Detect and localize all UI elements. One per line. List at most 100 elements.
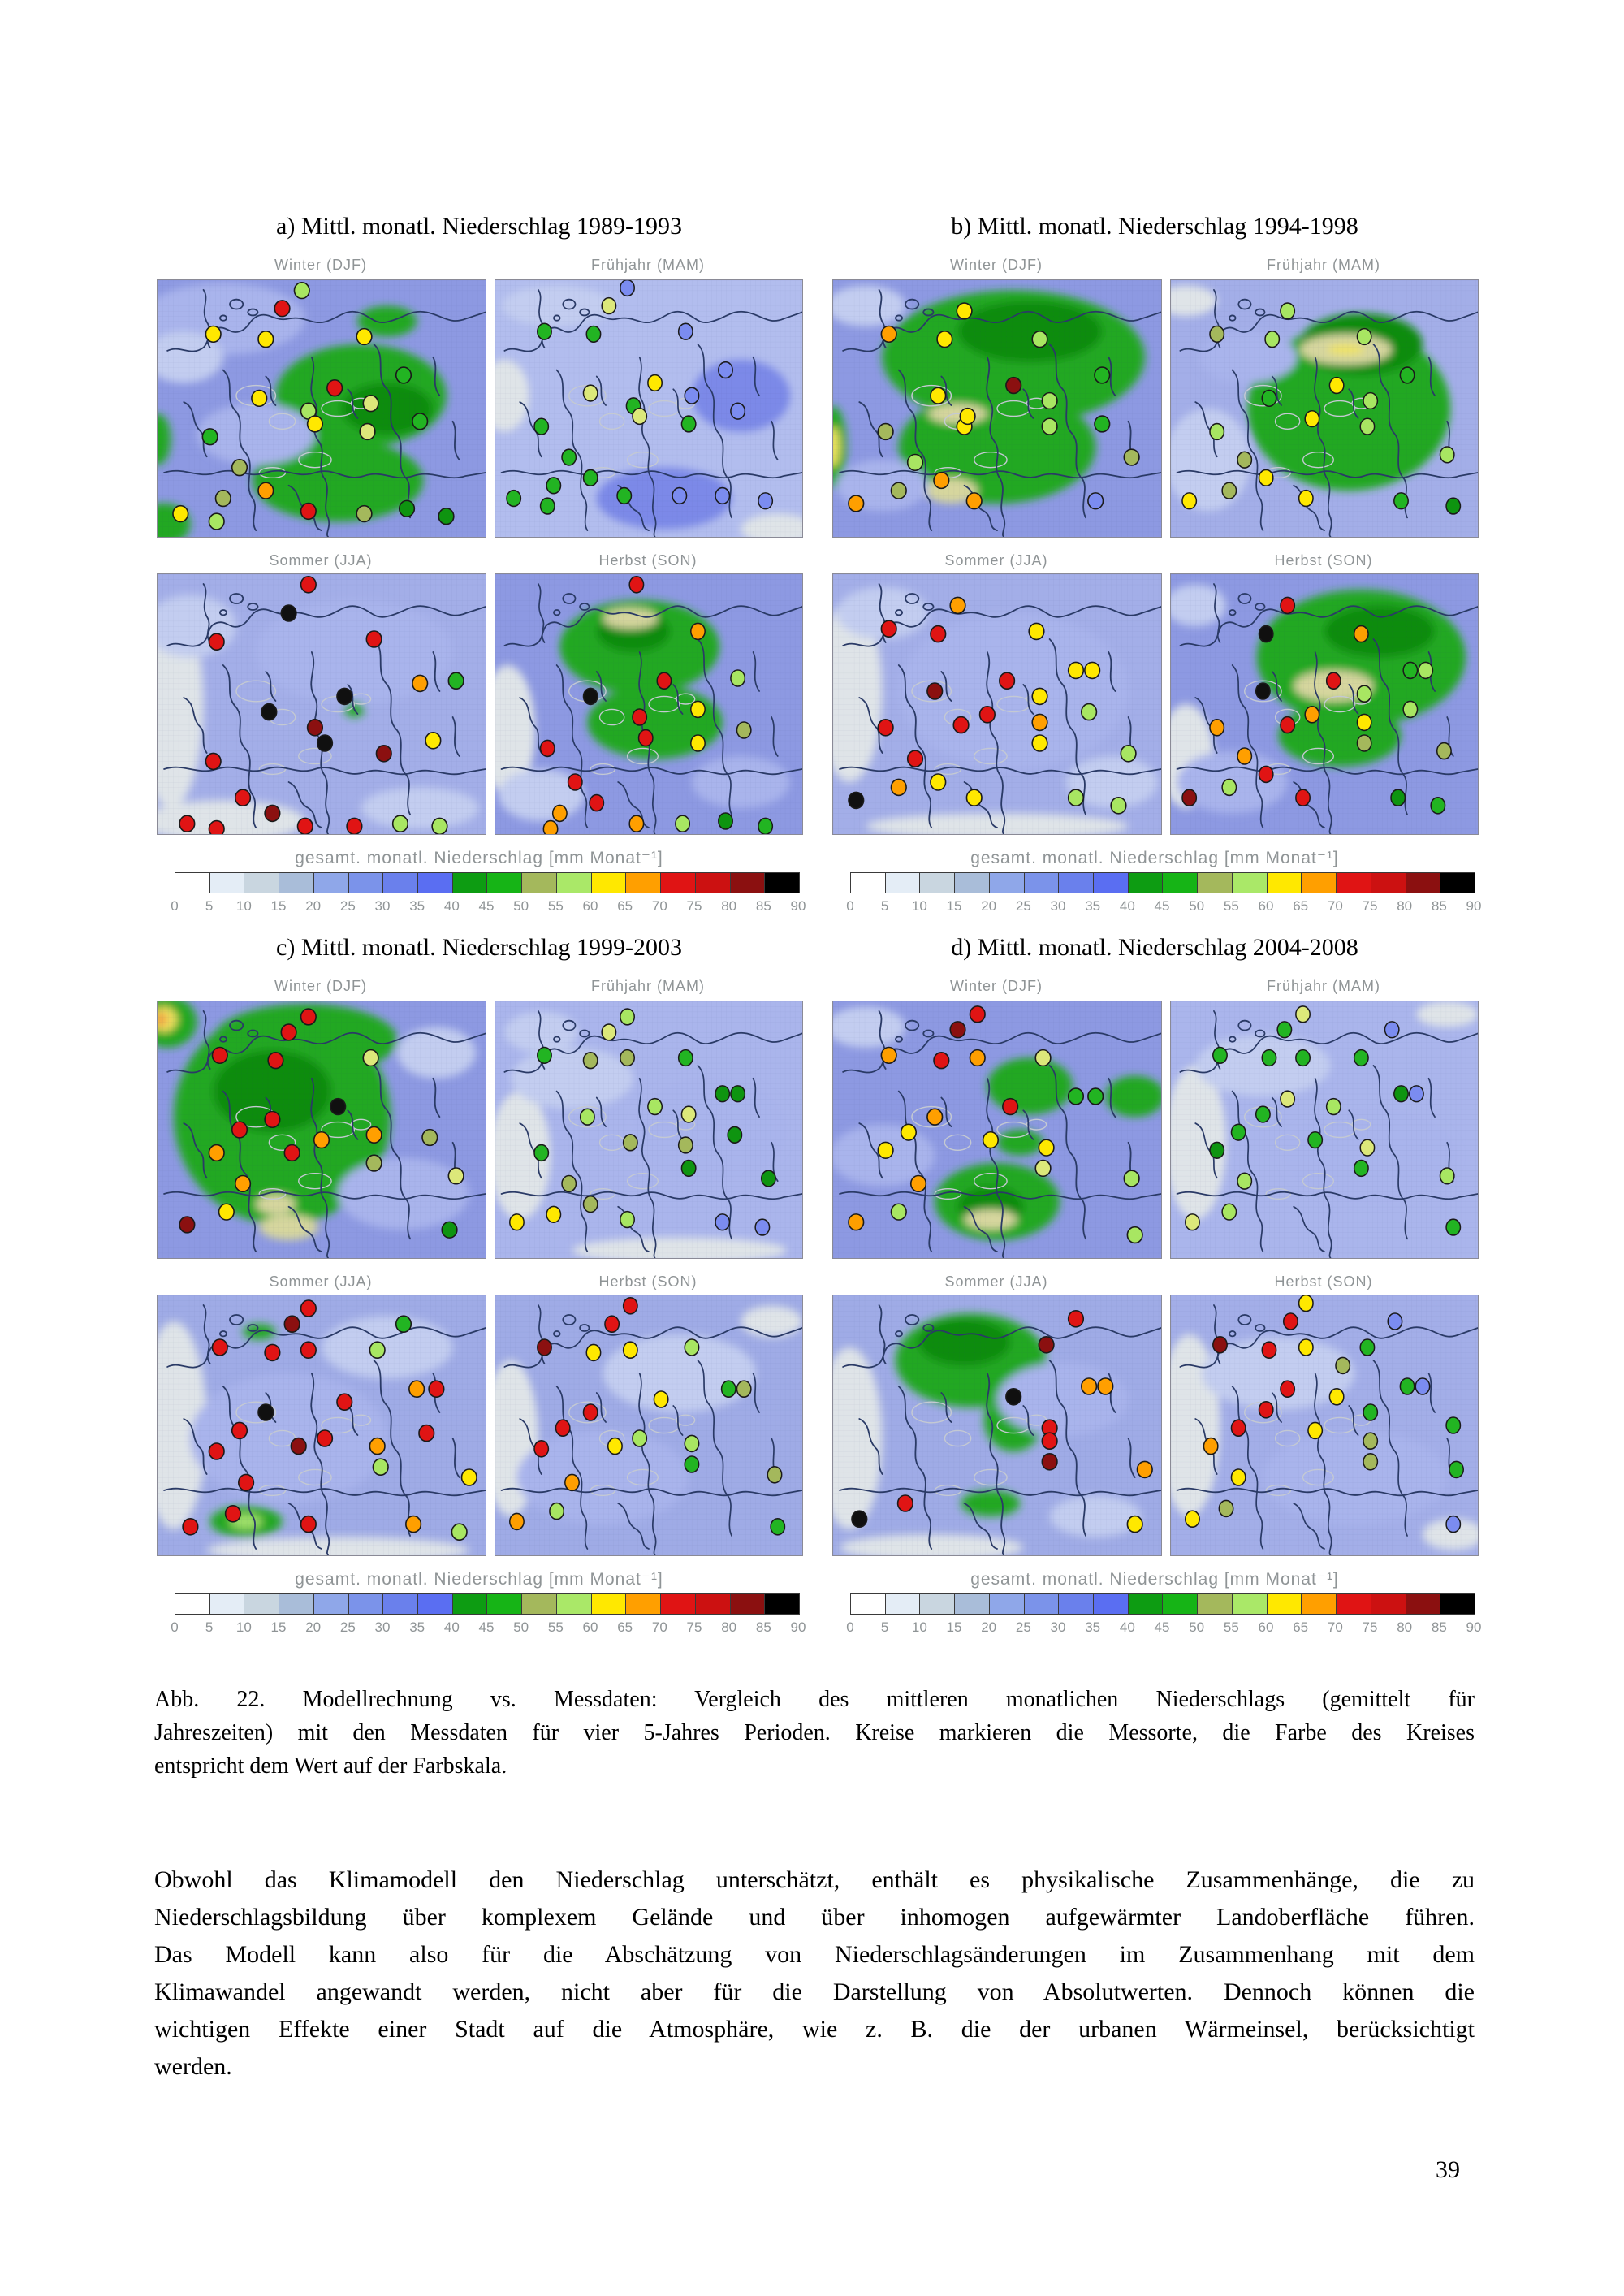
colorbar-tick-label: 35 [409,1619,425,1635]
station-dot [1298,489,1314,508]
station-dot [1356,327,1372,346]
station-dot [1203,1437,1219,1455]
station-dot [1031,734,1048,752]
station-dot [715,1213,731,1231]
station-dot [1258,625,1274,643]
border-line [940,671,952,702]
precipitation-map [158,1295,486,1555]
colorbar-segment [175,1594,210,1614]
map-a-3 [157,573,486,835]
colorbar-segment [1440,873,1475,893]
station-dot [1126,1515,1143,1533]
station-dot [365,630,382,648]
border-line [1048,344,1086,519]
colorbar-segment [1198,873,1233,893]
contour-line [1302,1468,1335,1486]
border-line [553,1330,561,1338]
station-dot [1359,417,1376,435]
contour-line [996,400,1031,417]
border-line [1231,369,1264,531]
station-dot [1221,482,1237,499]
station-dot [1298,1295,1314,1312]
station-dot [267,1052,284,1070]
colorbar-tick-label: 80 [1397,898,1413,914]
panel-heading-d: d) Mittl. monatl. Niederschlag 2004-2008 [951,934,1358,961]
precipitation-map [833,1001,1161,1258]
border-line [940,1096,952,1127]
station-dot [585,1343,602,1362]
contour-line [268,1134,296,1151]
colorbar-tick-label: 65 [1293,898,1309,914]
station-dot [890,482,907,499]
border-line [672,388,684,419]
colorbar-segment [452,1594,488,1614]
station-dot [1028,622,1045,641]
station-dot [1002,1097,1019,1116]
precipitation-map [158,574,486,834]
colorbar-segment [851,873,886,893]
station-dot [1418,661,1434,680]
station-dot [1356,713,1372,732]
colorbar-tick-label: 85 [1431,1619,1447,1635]
station-dot [582,1052,598,1070]
colorbar-tick-label: 80 [721,898,737,914]
colorbar-tick-label: 25 [339,898,356,914]
station-dot [172,504,189,523]
contour-line [911,1401,952,1424]
contour-line [321,400,356,417]
map-b-1 [832,279,1162,538]
border-line [963,1205,998,1252]
colorbar-segment [1267,1594,1302,1614]
body-line: Niederschlagsbildung über komplexem Gelä… [154,1904,1475,1931]
precipitation-map [1171,1001,1478,1258]
colorbar-segment [1094,873,1129,893]
border-line [202,583,211,643]
border-line [1314,1077,1332,1258]
colorbar-segment [730,873,766,893]
border-line [222,1386,257,1550]
border-line [638,1077,657,1258]
colorbar-tick-label: 75 [686,898,702,914]
station-dot [890,1203,907,1221]
station-dot [438,508,455,525]
border-line [986,651,1006,834]
colorbar-segment [765,873,799,893]
contour-line [996,1121,1031,1139]
station-dot [1038,1139,1055,1157]
station-dot [690,622,706,641]
border-line [922,308,935,317]
station-dot [930,773,947,791]
border-line [553,1036,561,1043]
station-dot [237,1473,255,1492]
colorbar-segment [383,1594,419,1614]
station-dot [431,817,448,834]
station-dot [316,734,334,752]
contour-line [1274,1429,1301,1447]
station-dot [1298,1338,1314,1356]
station-dot [1185,1510,1200,1529]
border-line [555,1090,589,1252]
border-line [697,1360,732,1537]
station-dot [300,1299,317,1317]
station-dot [620,1210,635,1229]
station-dot [234,1174,252,1193]
panel-heading-b: b) Mittl. monatl. Niederschlag 1994-1998 [951,213,1358,240]
colorbar-ticks-c: 0 5 10 15 20 25 30 35 40 45 50 55 60 65 70 75 80 85 90 [171,1619,806,1637]
map-b-3 [832,573,1162,835]
station-dot [336,687,353,706]
border-line [310,651,330,834]
station-dot [601,1023,617,1041]
border-line [1229,314,1237,322]
border-line [183,1418,208,1475]
station-dot [1087,1087,1104,1105]
colorbar-tick-label: 75 [1362,898,1378,914]
border-line [638,1373,657,1555]
station-dot [848,1213,865,1231]
contour-line [258,1484,287,1497]
contour-line [911,384,952,407]
colorbar-segment [522,1594,557,1614]
border-line [1372,638,1408,815]
station-dot [880,1046,897,1065]
border-line [905,1314,920,1325]
colorbar-tick-label: 55 [1223,898,1239,914]
